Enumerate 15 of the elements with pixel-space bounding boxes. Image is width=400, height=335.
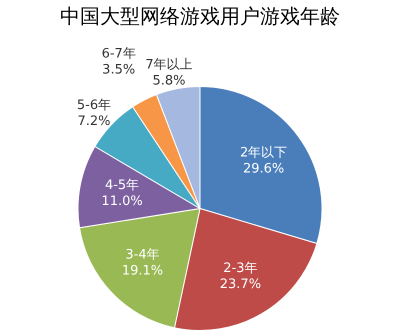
data-label: 11.0% — [101, 194, 143, 210]
data-label: 7.2% — [78, 114, 111, 129]
data-label: 5.8% — [152, 73, 186, 88]
data-label: 19.1% — [122, 263, 164, 278]
slice-label: 2-3年 — [223, 261, 258, 276]
slice-label: 7年以上 — [145, 57, 193, 72]
slice-label: 4-5年 — [104, 178, 140, 194]
slice-label: 6-7年 — [102, 46, 136, 62]
slice-label: 5-6年 — [76, 98, 112, 113]
slice-label: 3-4年 — [125, 247, 160, 262]
data-label: 3.5% — [102, 62, 136, 78]
data-label: 29.6% — [242, 162, 284, 177]
slice-label: 2年以下 — [240, 146, 288, 161]
chart-title: 中国大型网络游戏用户游戏年龄 — [60, 4, 340, 28]
data-label: 23.7% — [220, 277, 262, 292]
